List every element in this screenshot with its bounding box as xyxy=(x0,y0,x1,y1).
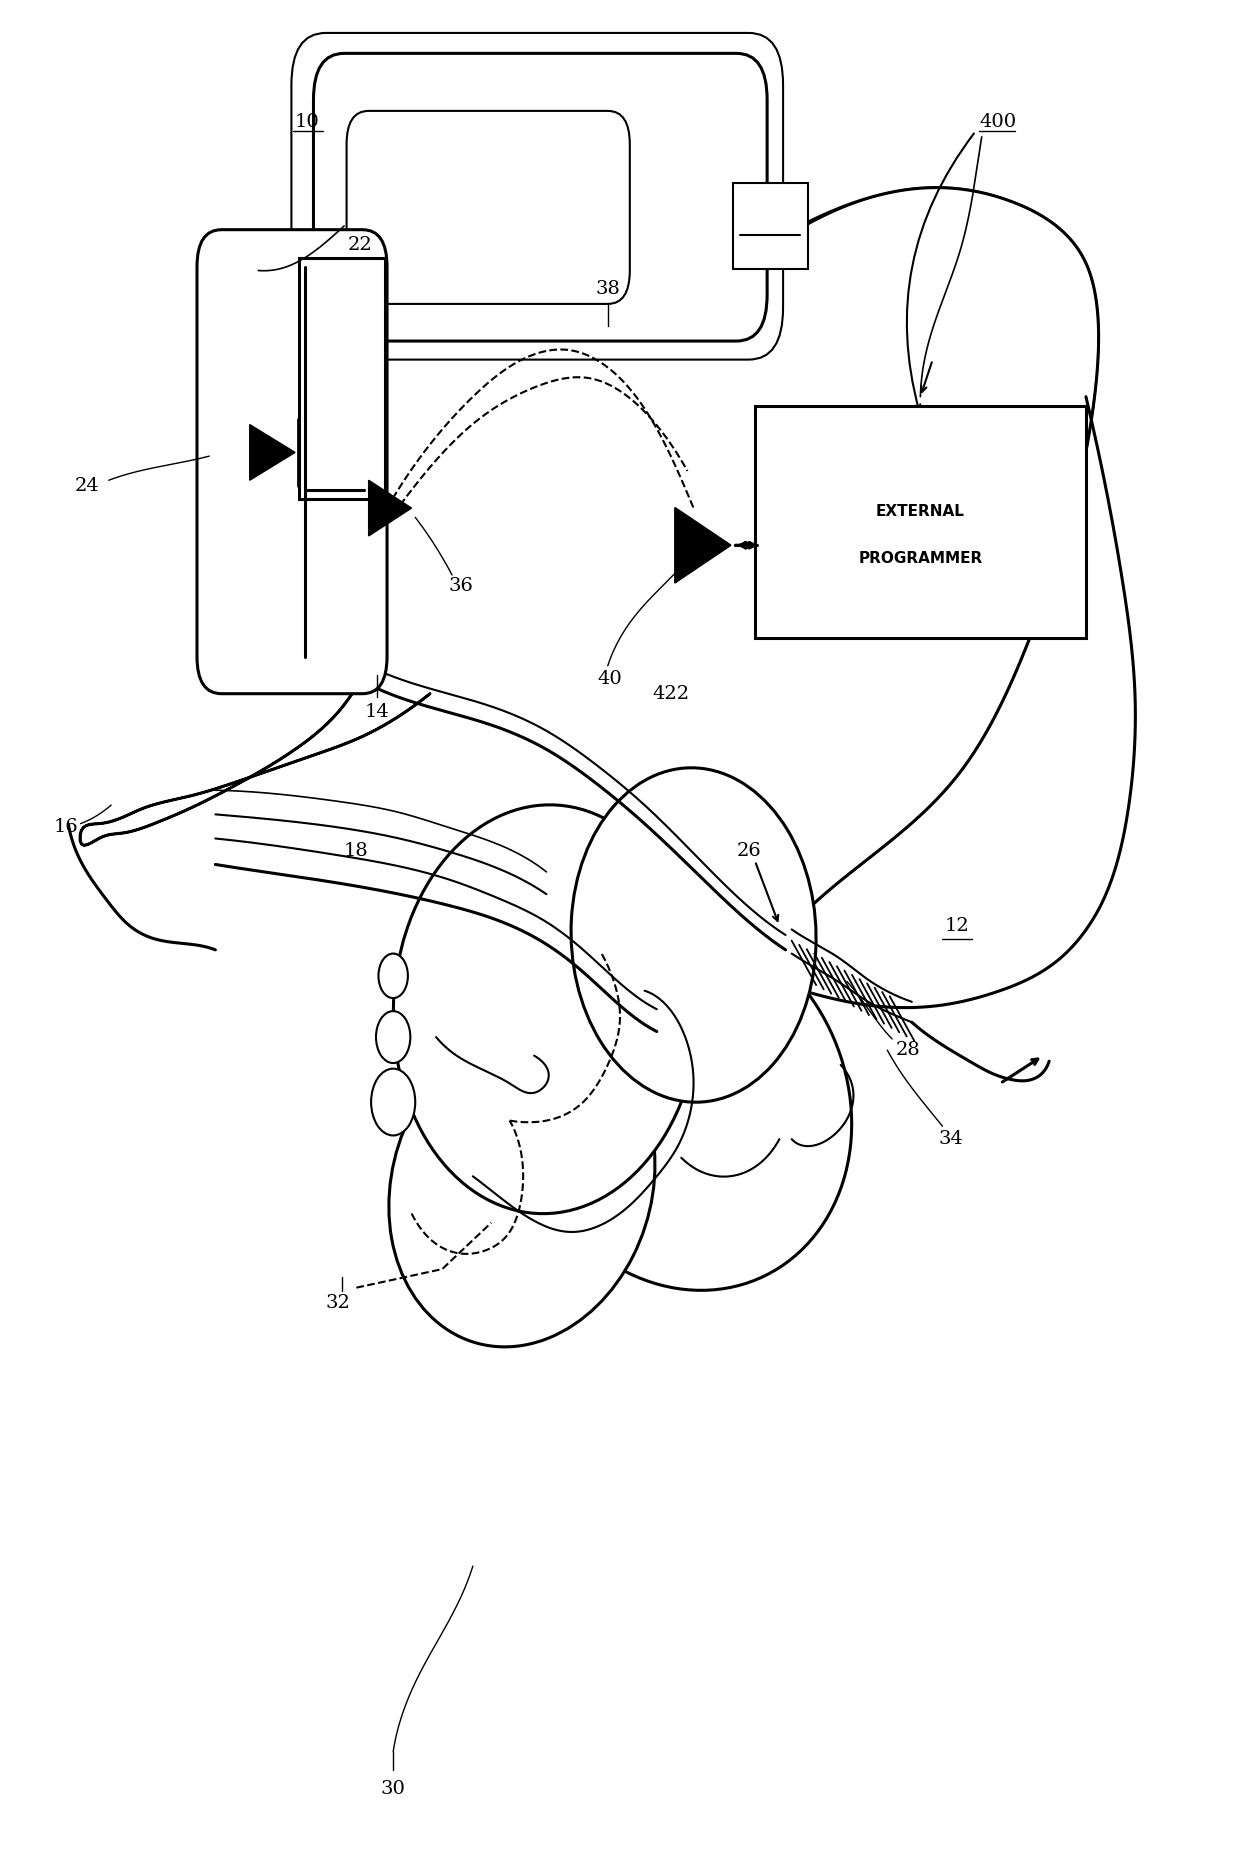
FancyBboxPatch shape xyxy=(299,258,384,499)
FancyBboxPatch shape xyxy=(346,110,630,305)
Ellipse shape xyxy=(511,914,852,1290)
Text: PROGRAMMER: PROGRAMMER xyxy=(858,550,982,567)
FancyBboxPatch shape xyxy=(755,406,1086,638)
Text: 24: 24 xyxy=(74,477,99,496)
Polygon shape xyxy=(368,481,412,537)
Polygon shape xyxy=(675,509,730,582)
Text: 32: 32 xyxy=(326,1294,351,1311)
Text: 26: 26 xyxy=(737,843,761,860)
Text: 14: 14 xyxy=(365,703,389,722)
Text: 34: 34 xyxy=(939,1129,963,1148)
Text: 18: 18 xyxy=(343,843,368,860)
Ellipse shape xyxy=(572,769,816,1101)
Text: 422: 422 xyxy=(653,684,689,703)
Text: 38: 38 xyxy=(595,280,620,297)
FancyBboxPatch shape xyxy=(733,183,807,269)
Ellipse shape xyxy=(393,804,699,1214)
Text: 30: 30 xyxy=(381,1780,405,1797)
Text: 12: 12 xyxy=(945,916,970,935)
Circle shape xyxy=(371,1068,415,1135)
Text: 10: 10 xyxy=(295,112,320,131)
Circle shape xyxy=(378,954,408,999)
Text: 40: 40 xyxy=(598,669,622,688)
Polygon shape xyxy=(249,424,295,481)
Text: 28: 28 xyxy=(895,1042,920,1058)
FancyBboxPatch shape xyxy=(314,54,768,340)
Text: 16: 16 xyxy=(53,819,78,836)
Text: EXTERNAL: EXTERNAL xyxy=(875,505,965,520)
Text: 22: 22 xyxy=(347,236,372,254)
Circle shape xyxy=(376,1012,410,1062)
Text: 400: 400 xyxy=(980,112,1017,131)
Text: 36: 36 xyxy=(448,578,472,595)
FancyBboxPatch shape xyxy=(197,230,387,694)
Ellipse shape xyxy=(389,1025,655,1346)
